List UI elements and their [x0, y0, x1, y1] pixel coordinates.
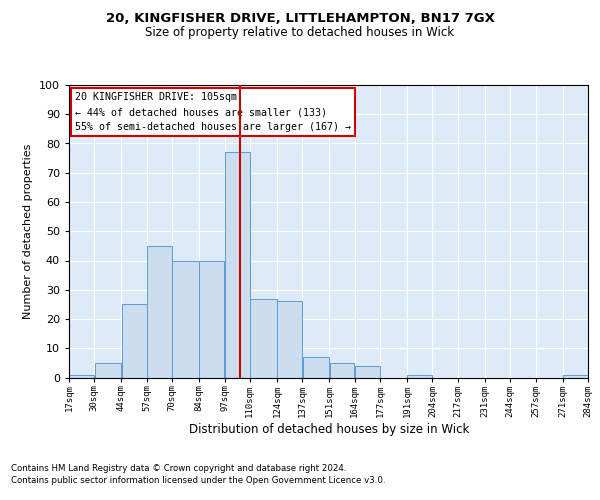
Bar	[250, 298, 277, 378]
Bar	[330, 363, 355, 378]
Bar	[225, 152, 250, 378]
Bar	[147, 246, 172, 378]
Text: 20 KINGFISHER DRIVE: 105sqm
← 44% of detached houses are smaller (133)
55% of se: 20 KINGFISHER DRIVE: 105sqm ← 44% of det…	[75, 92, 351, 132]
Bar	[355, 366, 380, 378]
Bar	[199, 260, 224, 378]
Y-axis label: Number of detached properties: Number of detached properties	[23, 144, 34, 319]
Text: 20, KINGFISHER DRIVE, LITTLEHAMPTON, BN17 7GX: 20, KINGFISHER DRIVE, LITTLEHAMPTON, BN1…	[106, 12, 494, 26]
Bar	[122, 304, 146, 378]
Text: Contains HM Land Registry data © Crown copyright and database right 2024.: Contains HM Land Registry data © Crown c…	[11, 464, 346, 473]
Bar	[563, 374, 588, 378]
Bar	[95, 363, 121, 378]
Text: Size of property relative to detached houses in Wick: Size of property relative to detached ho…	[145, 26, 455, 39]
Bar	[407, 374, 432, 378]
Text: Contains public sector information licensed under the Open Government Licence v3: Contains public sector information licen…	[11, 476, 385, 485]
Bar	[69, 374, 94, 378]
Bar	[277, 302, 302, 378]
Bar	[172, 260, 199, 378]
Bar	[302, 357, 329, 378]
Text: Distribution of detached houses by size in Wick: Distribution of detached houses by size …	[188, 422, 469, 436]
